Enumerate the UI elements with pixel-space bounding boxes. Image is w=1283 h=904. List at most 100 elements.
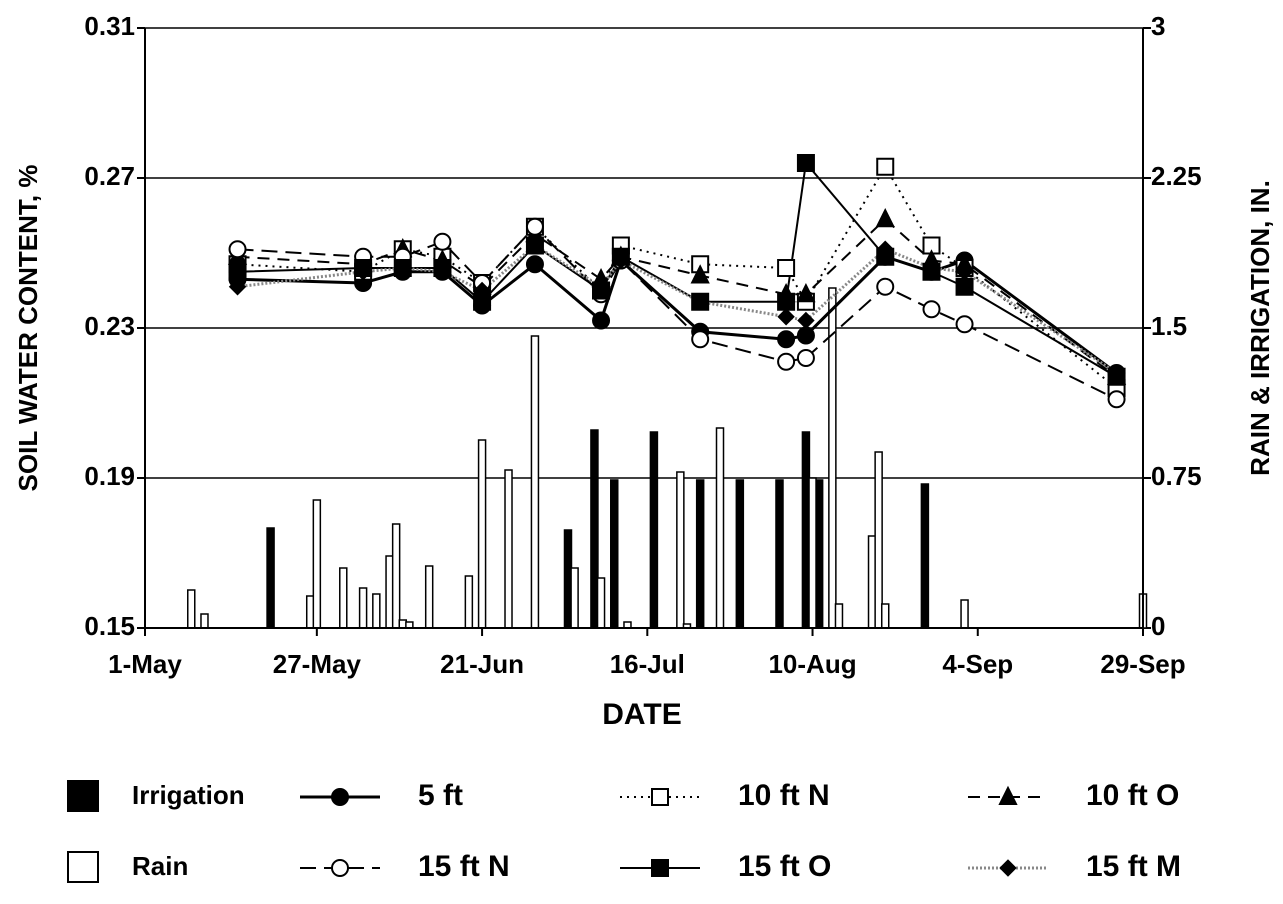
point (796, 349, 815, 367)
bar (610, 479, 619, 629)
bar (775, 479, 784, 629)
legend-label: 15 ft M (1086, 850, 1181, 883)
point (525, 217, 544, 236)
x-tick-label: 4-Sep (942, 649, 1013, 679)
point (690, 264, 710, 284)
series-line (237, 225, 1118, 401)
point (473, 281, 491, 300)
y2-tick-label: 2.25 (1151, 161, 1202, 191)
y-tick-label: 0.23 (84, 311, 135, 341)
bar (834, 603, 844, 629)
bar (808, 477, 817, 629)
bar (187, 589, 196, 629)
point (228, 240, 247, 259)
point (433, 232, 452, 251)
point (777, 352, 796, 371)
bar (880, 603, 890, 629)
y2-tick-label: 0.75 (1151, 461, 1202, 491)
y-tick-label: 0.27 (84, 161, 135, 191)
point (777, 259, 796, 277)
legend-label: 10 ft N (738, 779, 830, 812)
point (592, 311, 611, 330)
point (228, 278, 247, 296)
legend-label: 15 ft O (738, 850, 831, 883)
bar (649, 431, 659, 629)
point (526, 236, 544, 255)
legend-label: Irrigation (132, 780, 245, 810)
legend-marker (651, 859, 669, 877)
point (525, 255, 544, 274)
x-tick-label: 10-Aug (768, 649, 856, 679)
y2-axis-label: RAIN & IRRIGATION, IN. (1245, 180, 1275, 476)
bar (424, 565, 434, 629)
legend-marker (999, 859, 1017, 877)
bar (596, 577, 606, 629)
point (875, 208, 895, 228)
y2-tick-label: 3 (1151, 11, 1165, 41)
legend-marker (331, 788, 349, 806)
point (955, 263, 974, 281)
point (797, 311, 815, 330)
bar (920, 483, 930, 629)
y2-tick-label: 1.5 (1151, 311, 1187, 341)
point (777, 330, 796, 349)
point (777, 308, 795, 326)
point (433, 263, 452, 281)
y-tick-label: 0.31 (84, 11, 135, 41)
legend-marker (998, 785, 1018, 805)
bar (358, 587, 368, 629)
bar (266, 527, 275, 629)
point (777, 292, 796, 311)
x-tick-label: 27-May (273, 649, 362, 679)
point (876, 277, 895, 296)
x-tick-label: 29-Sep (1100, 649, 1185, 679)
legend-marker (651, 788, 669, 806)
bar (372, 593, 381, 629)
point (1107, 364, 1126, 382)
point (691, 293, 709, 311)
legend-label: 5 ft (418, 779, 463, 812)
point (922, 259, 941, 277)
x-tick-label: 16-Jul (610, 649, 685, 679)
point (922, 300, 941, 319)
point (1107, 390, 1126, 409)
bar (960, 599, 969, 629)
bar (715, 427, 725, 629)
bar (570, 567, 579, 629)
point (796, 283, 816, 303)
legend-swatch (67, 780, 99, 812)
bar (464, 575, 474, 629)
bar (477, 439, 487, 629)
point (612, 251, 630, 270)
point (354, 263, 372, 281)
x-tick-label: 1-May (108, 649, 182, 679)
y2-tick-label: 0 (1151, 611, 1165, 641)
point (394, 259, 412, 277)
point (876, 240, 894, 258)
y-tick-label: 0.15 (84, 611, 135, 641)
bar (312, 499, 322, 629)
x-axis-label: DATE (602, 698, 681, 731)
bar (735, 479, 745, 629)
y-tick-label: 0.19 (84, 461, 135, 491)
bar (695, 479, 705, 629)
bar (391, 523, 401, 629)
bar (339, 567, 348, 629)
legend-marker (331, 859, 349, 877)
bar (676, 471, 685, 629)
point (228, 262, 247, 281)
bar (828, 287, 837, 629)
point (955, 315, 974, 334)
point (796, 154, 815, 172)
bar (200, 613, 209, 629)
bar (530, 335, 540, 629)
x-tick-label: 21-Jun (440, 649, 524, 679)
legend-label: Rain (132, 851, 188, 881)
legend-swatch (67, 851, 99, 883)
y-axis-label: SOIL WATER CONTENT, % (13, 165, 43, 492)
legend-label: 10 ft O (1086, 779, 1179, 812)
bar (874, 451, 883, 629)
bar (504, 469, 513, 629)
